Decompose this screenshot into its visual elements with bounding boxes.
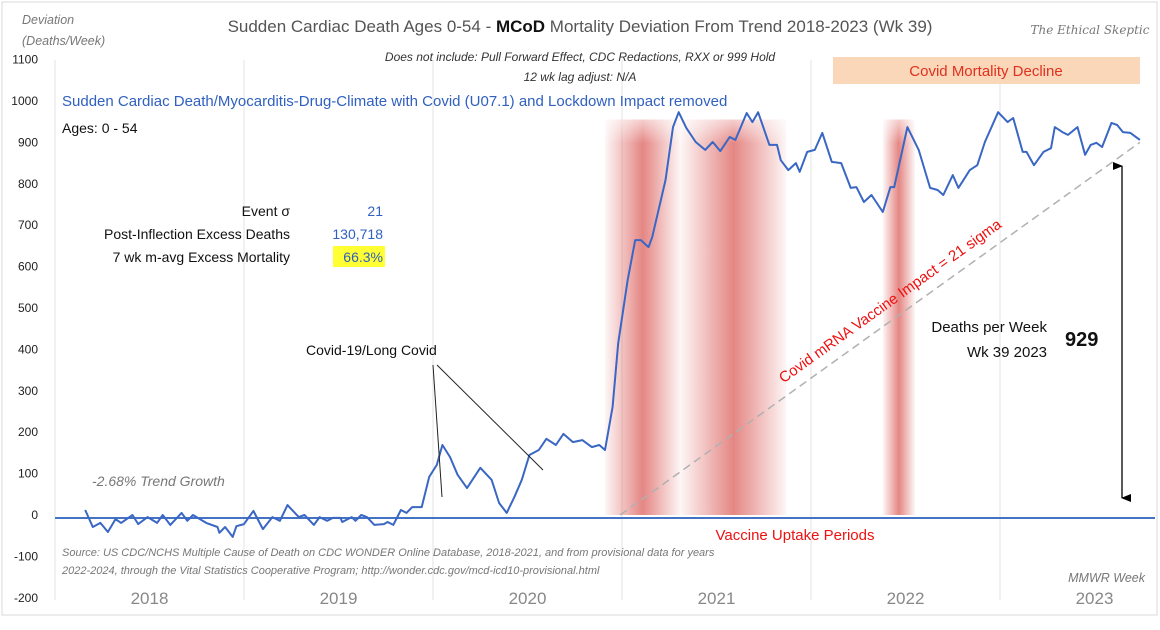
vaccine-band-fade xyxy=(604,119,681,515)
stat-label: 7 wk m-avg Excess Mortality xyxy=(113,249,290,265)
title-part-1: Sudden Cardiac Death Ages 0-54 - xyxy=(228,17,496,36)
stat-value: 66.3% xyxy=(343,249,383,265)
ages-label: Ages: 0 - 54 xyxy=(62,120,138,136)
y-tick-label: 100 xyxy=(18,467,38,481)
chart-frame xyxy=(1,1,1158,616)
y-tick-label: 200 xyxy=(18,425,38,439)
x-tick-label: 2022 xyxy=(887,589,925,608)
title-part-3: Mortality Deviation From Trend 2018-2023… xyxy=(545,17,932,36)
y-tick-label: 0 xyxy=(31,508,38,522)
stats-table: Event σ 21 Post-Inflection Excess Deaths… xyxy=(104,203,385,267)
y-tick-label: 300 xyxy=(18,384,38,398)
y-tick-label: 900 xyxy=(18,135,38,149)
title-part-2: MCoD xyxy=(496,17,545,36)
subtitle-line-2: 12 wk lag adjust: N/A xyxy=(524,70,637,84)
vaccine-band-fade xyxy=(882,119,915,515)
series-label: Sudden Cardiac Death/Myocarditis-Drug-Cl… xyxy=(62,93,727,110)
stat-label: Post-Inflection Excess Deaths xyxy=(104,226,290,242)
stat-label: Event σ xyxy=(242,203,291,219)
x-tick-label: 2018 xyxy=(131,589,169,608)
vaccine-band-fade xyxy=(680,119,787,515)
x-tick-label: 2020 xyxy=(509,589,547,608)
stat-value: 21 xyxy=(367,203,383,219)
y-tick-label: 700 xyxy=(18,218,38,232)
x-tick-label: 2019 xyxy=(320,589,358,608)
subtitle-line-1: Does not include: Pull Forward Effect, C… xyxy=(385,50,776,64)
y-tick-label: -200 xyxy=(14,591,38,605)
watermark: The Ethical Skeptic xyxy=(1031,23,1150,37)
deaths-week-label: Wk 39 2023 xyxy=(967,344,1047,361)
xlabel: MMWR Week xyxy=(1068,571,1146,585)
x-tick-label: 2023 xyxy=(1076,589,1114,608)
y-tick-label: 500 xyxy=(18,301,38,315)
decline-label: Covid Mortality Decline xyxy=(909,63,1062,80)
stat-value: 130,718 xyxy=(332,226,383,242)
chart-title: Sudden Cardiac Death Ages 0-54 - MCoD Mo… xyxy=(228,17,933,36)
trend-line xyxy=(619,141,1141,516)
covid-label: Covid-19/Long Covid xyxy=(306,342,437,358)
vaccine-bands xyxy=(604,119,915,515)
deaths-value: 929 xyxy=(1065,329,1098,351)
x-tick-labels: 2018 2019 2020 2021 2022 2023 xyxy=(131,589,1114,608)
series-line xyxy=(84,111,1141,538)
ylabel-line-2: (Deaths/Week) xyxy=(22,34,105,48)
deaths-per-week-label: Deaths per Week xyxy=(931,319,1047,336)
source-line-2: 2022-2024, through the Vital Statistics … xyxy=(61,565,600,577)
y-tick-labels: 110010009008007006005004003002001000-100… xyxy=(11,53,38,605)
y-tick-label: 800 xyxy=(18,177,38,191)
y-tick-label: 1000 xyxy=(11,94,38,108)
covid-pointer-2 xyxy=(436,364,544,471)
y-tick-label: 400 xyxy=(18,342,38,356)
source-line-1: Source: US CDC/NCHS Multiple Cause of De… xyxy=(62,547,715,559)
vaccine-periods-label: Vaccine Uptake Periods xyxy=(716,527,875,544)
decline-box xyxy=(833,57,1140,84)
covid-pointer-1 xyxy=(432,364,443,498)
ylabel-line-1: Deviation xyxy=(22,13,74,27)
y-tick-label: 600 xyxy=(18,260,38,274)
x-tick-label: 2021 xyxy=(698,589,736,608)
y-tick-label: -100 xyxy=(14,549,38,563)
y-tick-label: 1100 xyxy=(12,53,38,67)
trend-growth-label: -2.68% Trend Growth xyxy=(92,473,225,489)
stat-highlight xyxy=(333,246,385,267)
